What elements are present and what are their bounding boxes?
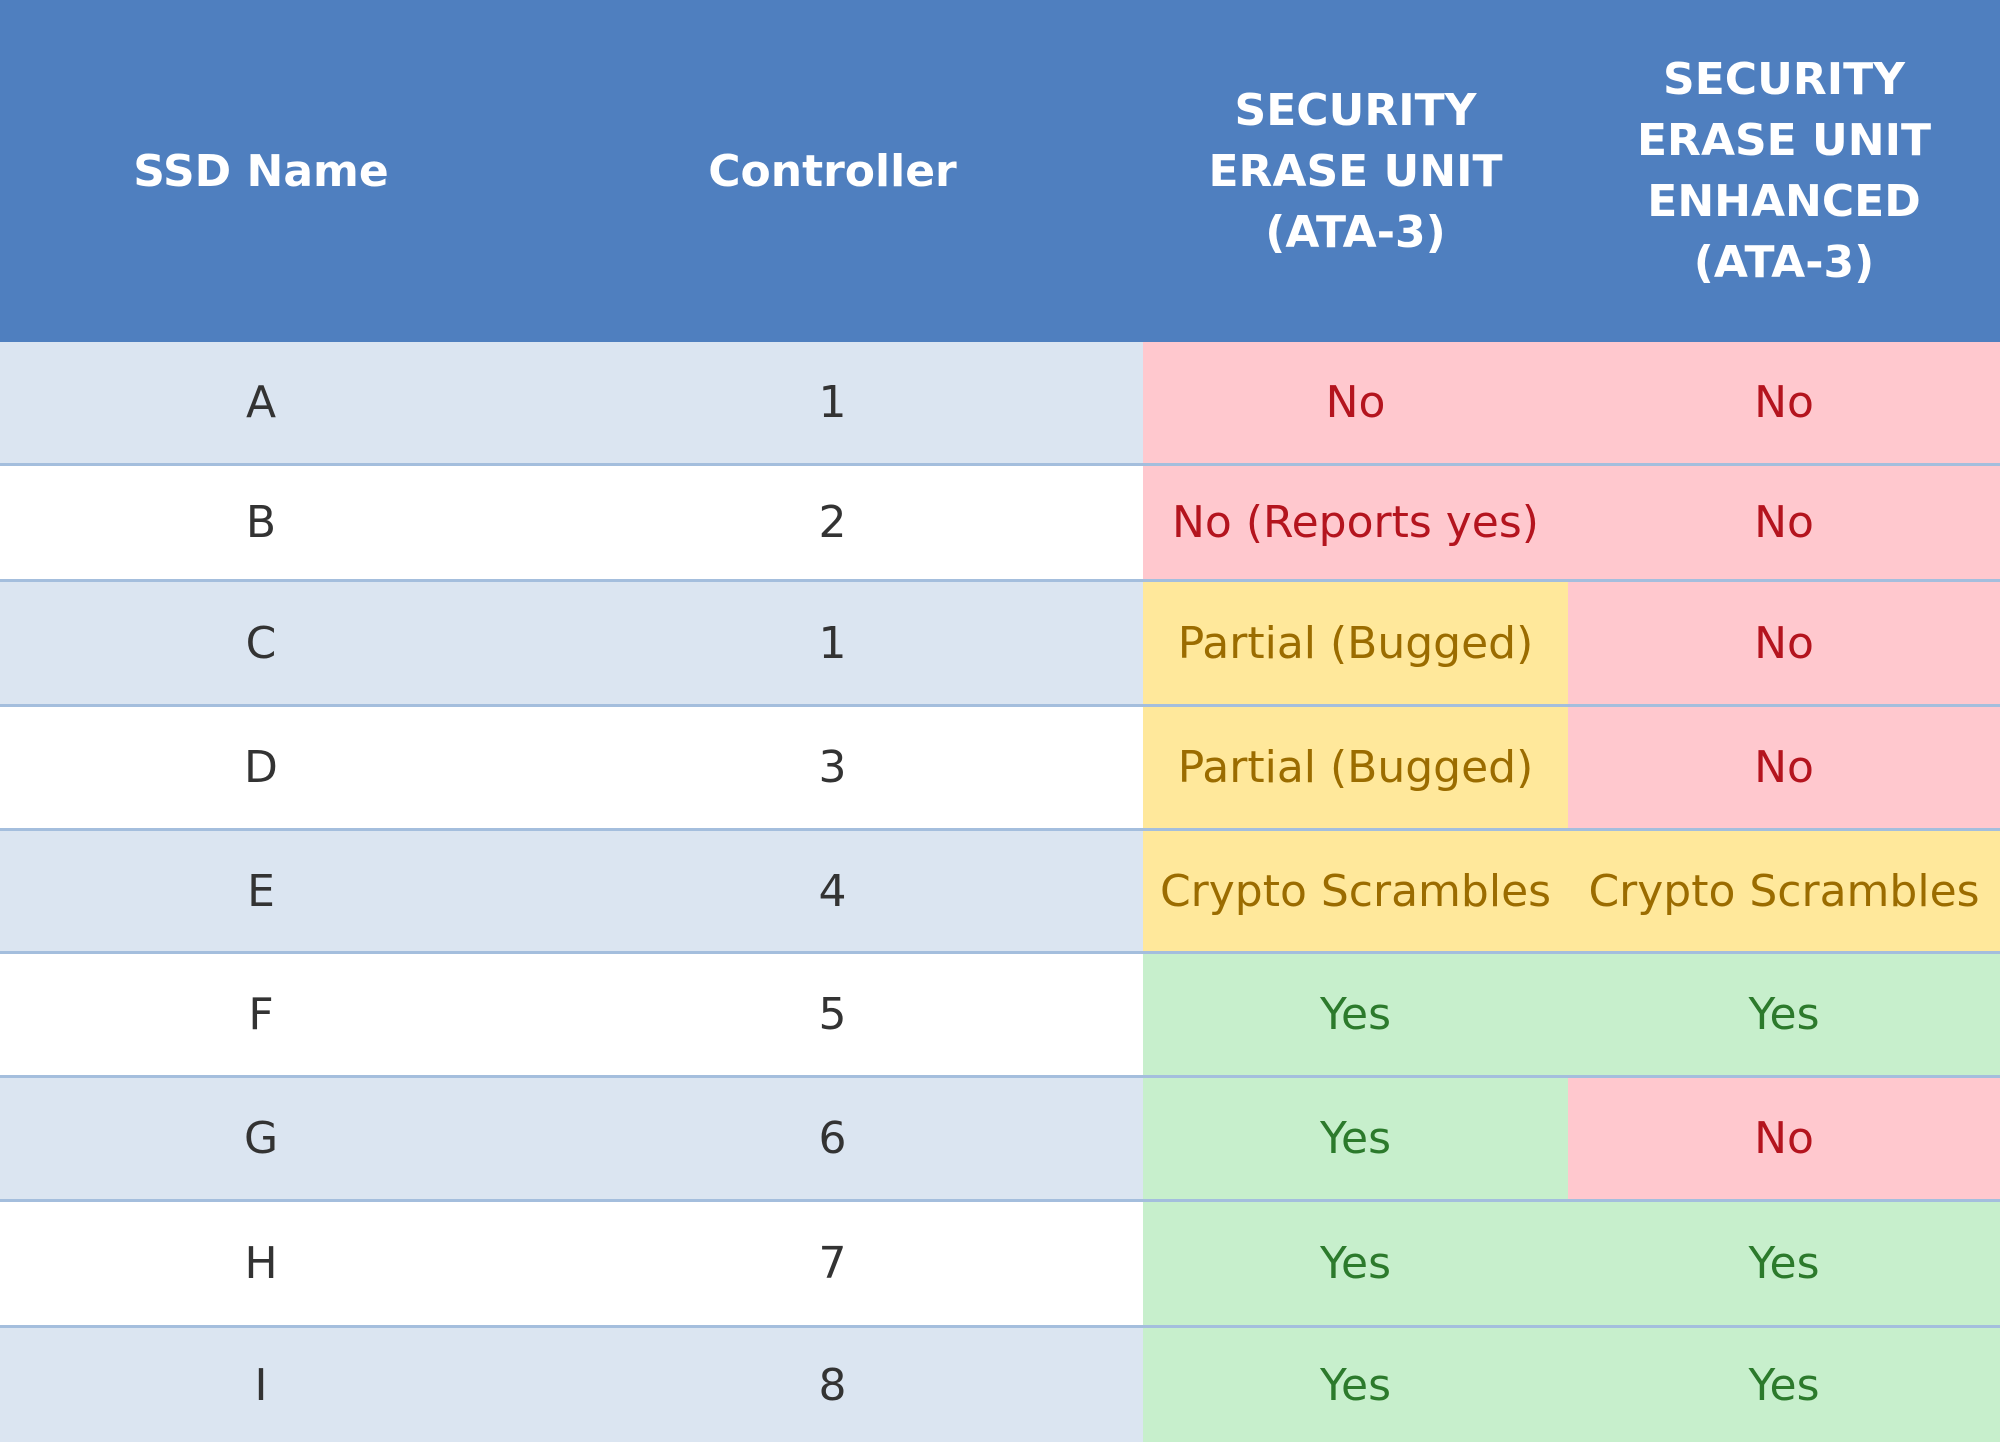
security-erase-unit-enhanced-cell: Yes bbox=[1568, 1328, 2000, 1442]
ssd-name-cell: A bbox=[0, 342, 522, 463]
ssd-name-cell: H bbox=[0, 1202, 522, 1325]
security-erase-unit-cell: Partial (Bugged) bbox=[1143, 582, 1568, 704]
security-erase-unit-cell: Yes bbox=[1143, 954, 1568, 1075]
security-erase-unit-enhanced-cell: No bbox=[1568, 466, 2000, 579]
ssd-name-cell: E bbox=[0, 831, 522, 951]
security-erase-unit-enhanced-cell: No bbox=[1568, 707, 2000, 828]
table-row: E 4 Crypto Scrambles Crypto Scrambles bbox=[0, 831, 2000, 954]
ssd-name-cell: D bbox=[0, 707, 522, 828]
header-controller: Controller bbox=[708, 145, 957, 197]
controller-cell: 5 bbox=[522, 954, 1143, 1075]
table-header: SSD Name Controller SECURITY ERASE UNIT … bbox=[0, 0, 2000, 342]
header-security-erase-unit-enhanced: SECURITY ERASE UNIT ENHANCED (ATA-3) bbox=[1637, 54, 1931, 288]
table-row: A 1 No No bbox=[0, 342, 2000, 466]
controller-cell: 8 bbox=[522, 1328, 1143, 1442]
security-erase-unit-enhanced-cell: Yes bbox=[1568, 954, 2000, 1075]
security-erase-unit-cell: No (Reports yes) bbox=[1143, 466, 1568, 579]
controller-cell: 2 bbox=[522, 466, 1143, 579]
ssd-name-cell: I bbox=[0, 1328, 522, 1442]
ssd-name-cell: G bbox=[0, 1078, 522, 1199]
security-erase-unit-enhanced-cell: No bbox=[1568, 1078, 2000, 1199]
security-erase-unit-enhanced-cell: Yes bbox=[1568, 1202, 2000, 1325]
controller-cell: 4 bbox=[522, 831, 1143, 951]
controller-cell: 6 bbox=[522, 1078, 1143, 1199]
controller-cell: 1 bbox=[522, 342, 1143, 463]
security-erase-unit-enhanced-cell: Crypto Scrambles bbox=[1568, 831, 2000, 951]
table-row: I 8 Yes Yes bbox=[0, 1328, 2000, 1442]
table-row: F 5 Yes Yes bbox=[0, 954, 2000, 1078]
security-erase-unit-cell: Yes bbox=[1143, 1202, 1568, 1325]
security-erase-unit-cell: No bbox=[1143, 342, 1568, 463]
security-erase-unit-cell: Yes bbox=[1143, 1328, 1568, 1442]
security-erase-unit-cell: Yes bbox=[1143, 1078, 1568, 1199]
table-row: G 6 Yes No bbox=[0, 1078, 2000, 1202]
security-erase-unit-enhanced-cell: No bbox=[1568, 342, 2000, 463]
security-erase-unit-enhanced-cell: No bbox=[1568, 582, 2000, 704]
header-security-erase-unit: SECURITY ERASE UNIT (ATA-3) bbox=[1208, 84, 1503, 258]
header-ssd-name: SSD Name bbox=[133, 145, 389, 197]
security-erase-unit-cell: Crypto Scrambles bbox=[1143, 831, 1568, 951]
controller-cell: 7 bbox=[522, 1202, 1143, 1325]
security-erase-unit-cell: Partial (Bugged) bbox=[1143, 707, 1568, 828]
ssd-name-cell: C bbox=[0, 582, 522, 704]
controller-cell: 1 bbox=[522, 582, 1143, 704]
ssd-name-cell: B bbox=[0, 466, 522, 579]
table-body: A 1 No No B 2 No (Reports yes) No C 1 Pa… bbox=[0, 342, 2000, 1442]
controller-cell: 3 bbox=[522, 707, 1143, 828]
table-row: C 1 Partial (Bugged) No bbox=[0, 582, 2000, 707]
table-row: H 7 Yes Yes bbox=[0, 1202, 2000, 1328]
ssd-name-cell: F bbox=[0, 954, 522, 1075]
table-row: D 3 Partial (Bugged) No bbox=[0, 707, 2000, 831]
table-row: B 2 No (Reports yes) No bbox=[0, 466, 2000, 582]
